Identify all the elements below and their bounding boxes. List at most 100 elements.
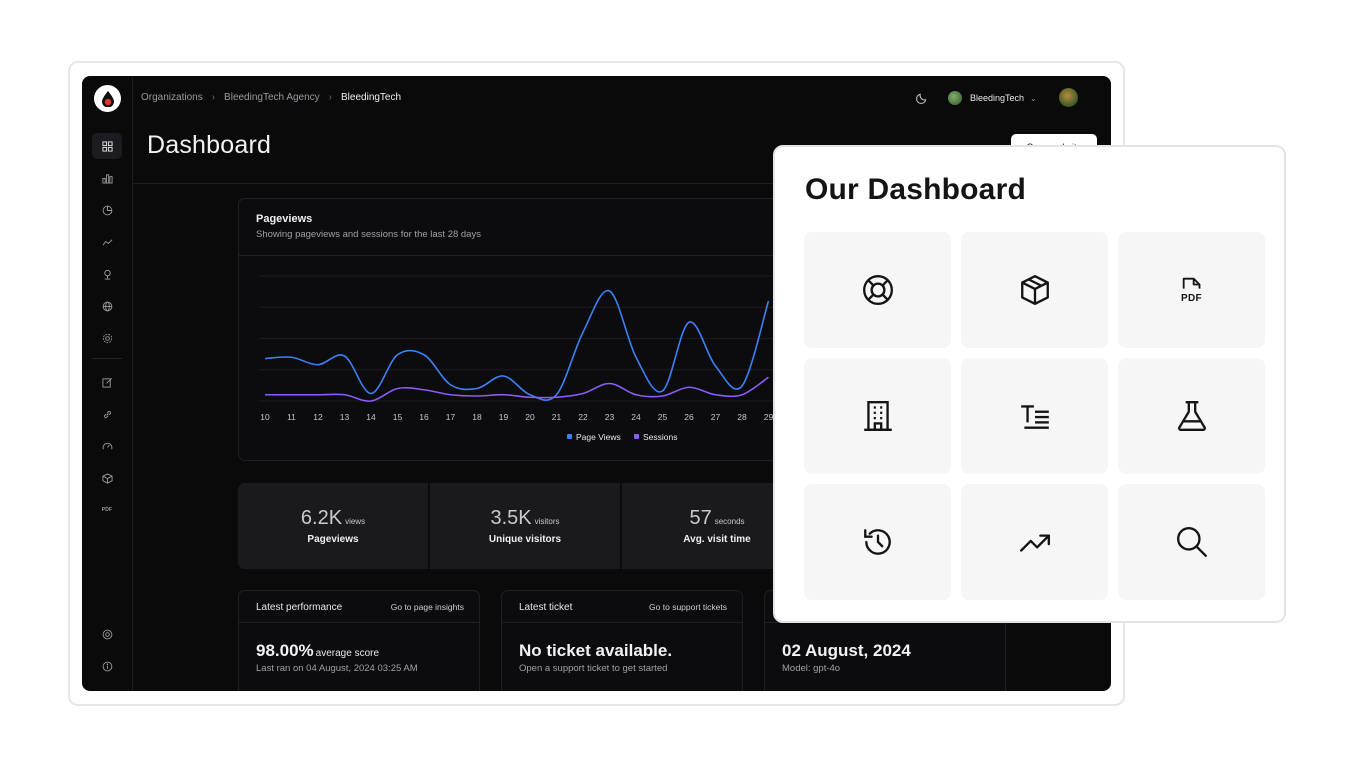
box-icon (101, 472, 113, 484)
legend-swatch (567, 434, 572, 439)
pdf-label: PDF (1181, 292, 1202, 304)
x-tick-label: 27 (711, 412, 721, 422)
nav-locations[interactable] (92, 261, 122, 287)
org-switcher[interactable]: BleedingTech ⌄ (948, 91, 1037, 105)
gear-icon (102, 333, 112, 343)
breadcrumb: Organizations › BleedingTech Agency › Bl… (141, 92, 401, 103)
history-icon (863, 529, 891, 555)
nav-edit[interactable] (92, 369, 122, 395)
stat-label: Unique visitors (488, 534, 562, 545)
card-divider (239, 622, 479, 623)
file-outline-icon (1182, 277, 1200, 289)
stat-unique-visitors: 3.5K visitors Unique visitors (430, 483, 620, 569)
card-heading: Latest ticket (519, 602, 573, 613)
nav-reports[interactable] (92, 197, 122, 223)
life-buoy-icon (862, 275, 893, 305)
nav-performance[interactable] (92, 433, 122, 459)
card-value: 98.00% average score (256, 641, 379, 661)
nav-trends[interactable] (92, 229, 122, 255)
nav-support[interactable] (92, 621, 122, 647)
search-icon (1176, 527, 1207, 557)
drop-icon (101, 90, 114, 107)
bar-chart-icon (101, 173, 113, 184)
x-tick-label: 17 (446, 412, 456, 422)
x-tick-label: 22 (578, 412, 588, 422)
nav-links[interactable] (92, 401, 122, 427)
nav-pdf[interactable]: PDF (92, 497, 122, 523)
nav-packages[interactable] (92, 465, 122, 491)
legend-label: Page Views (576, 432, 621, 442)
series-line-page-views (264, 290, 770, 401)
card-subtext: Open a support ticket to get started (519, 663, 668, 674)
nav-info[interactable] (92, 653, 122, 679)
package-icon (1020, 275, 1049, 305)
gauge-icon (102, 442, 112, 449)
breadcrumb-current[interactable]: BleedingTech (341, 92, 402, 103)
user-avatar[interactable] (1059, 88, 1078, 107)
tile-support[interactable] (804, 232, 951, 348)
x-tick-label: 18 (472, 412, 482, 422)
info-icon (102, 661, 112, 671)
x-tick-label: 25 (658, 412, 668, 422)
card-heading: Latest performance (256, 602, 343, 613)
tile-experiments[interactable] (1118, 358, 1265, 474)
performance-score: 98.00% (256, 641, 314, 660)
moon-icon[interactable] (916, 91, 929, 104)
tile-building[interactable] (804, 358, 951, 474)
nav-analytics[interactable] (92, 165, 122, 191)
chart-header-divider (239, 255, 1017, 256)
trend-line-icon (102, 238, 112, 246)
x-tick-label: 23 (605, 412, 615, 422)
stat-label: Avg. visit time (683, 534, 751, 545)
chevron-right-icon: › (328, 92, 333, 103)
x-tick-label: 28 (737, 412, 747, 422)
x-tick-label: 19 (499, 412, 509, 422)
text-lines-icon (1020, 405, 1049, 429)
stat-unit: seconds (714, 517, 745, 526)
tile-history[interactable] (804, 484, 951, 600)
nav-settings[interactable] (92, 325, 122, 351)
stat-value: 57 (689, 507, 712, 529)
x-tick-label: 14 (366, 412, 376, 422)
support-tickets-link[interactable]: Go to support tickets (649, 602, 727, 612)
nav-dashboard[interactable] (92, 133, 122, 159)
panel-title: Our Dashboard (805, 173, 1026, 206)
chevron-down-icon: ⌄ (1030, 93, 1037, 103)
breadcrumb-agency[interactable]: BleedingTech Agency (224, 92, 320, 103)
stat-value: 6.2K (300, 507, 343, 529)
card-subtext: Last ran on 04 August, 2024 03:25 AM (256, 663, 418, 674)
trending-up-icon (1019, 534, 1050, 552)
sidebar-divider (92, 358, 122, 359)
brand-logo[interactable] (94, 85, 121, 112)
tile-package[interactable] (961, 232, 1108, 348)
our-dashboard-panel: Our Dashboard PDF (773, 145, 1286, 623)
tile-pdf[interactable]: PDF (1118, 232, 1265, 348)
x-tick-label: 26 (684, 412, 694, 422)
org-name: BleedingTech (970, 93, 1025, 103)
header-divider (133, 183, 1111, 184)
breadcrumb-organizations[interactable]: Organizations (141, 92, 203, 103)
org-avatar (948, 91, 962, 105)
nav-globe[interactable] (92, 293, 122, 319)
globe-icon (102, 301, 112, 311)
chart-subtitle: Showing pageviews and sessions for the l… (256, 229, 481, 240)
x-tick-label: 15 (393, 412, 403, 422)
tile-search[interactable] (1118, 484, 1265, 600)
legend-label: Sessions (643, 432, 678, 442)
x-tick-label: 24 (631, 412, 641, 422)
support-icon (102, 629, 112, 639)
pdf-icon: PDF (101, 507, 113, 513)
page-insights-link[interactable]: Go to page insights (390, 602, 464, 612)
x-tick-label: 12 (313, 412, 323, 422)
sidebar: PDF (82, 76, 133, 691)
stat-label: Pageviews (307, 534, 359, 545)
latest-performance-card: Latest performance Go to page insights 9… (238, 590, 480, 691)
card-subtext: Model: gpt-4o (782, 663, 841, 674)
pie-chart-icon (102, 205, 112, 215)
x-tick-label: 21 (552, 412, 562, 422)
top-bar: Organizations › BleedingTech Agency › Bl… (133, 76, 1111, 121)
tile-text[interactable] (961, 358, 1108, 474)
tile-trending[interactable] (961, 484, 1108, 600)
chevron-right-icon: › (211, 92, 216, 103)
card-value: 02 August, 2024 (782, 641, 911, 660)
